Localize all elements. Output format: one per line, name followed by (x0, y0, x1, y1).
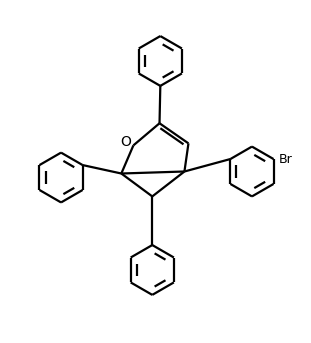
Text: Br: Br (278, 153, 292, 166)
Text: O: O (120, 135, 131, 149)
